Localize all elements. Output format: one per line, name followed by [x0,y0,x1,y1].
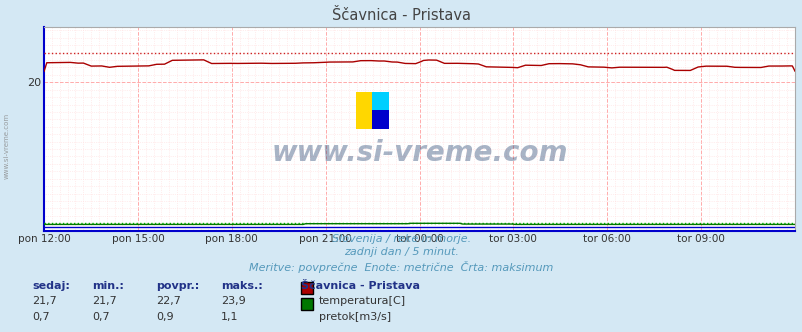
Text: 1,1: 1,1 [221,312,238,322]
Text: Ščavnica - Pristava: Ščavnica - Pristava [331,8,471,23]
Text: zadnji dan / 5 minut.: zadnji dan / 5 minut. [343,247,459,257]
FancyBboxPatch shape [355,92,372,128]
Text: www.si-vreme.com: www.si-vreme.com [3,113,10,179]
Text: pretok[m3/s]: pretok[m3/s] [318,312,391,322]
Text: 21,7: 21,7 [32,296,57,306]
Text: 23,9: 23,9 [221,296,245,306]
Text: 0,7: 0,7 [92,312,110,322]
FancyBboxPatch shape [372,92,388,110]
Text: Slovenija / reke in morje.: Slovenija / reke in morje. [331,234,471,244]
Text: 0,7: 0,7 [32,312,50,322]
Text: min.:: min.: [92,281,124,290]
Text: 0,9: 0,9 [156,312,174,322]
Text: sedaj:: sedaj: [32,281,70,290]
Text: 21,7: 21,7 [92,296,117,306]
FancyBboxPatch shape [372,110,388,128]
Text: Meritve: povprečne  Enote: metrične  Črta: maksimum: Meritve: povprečne Enote: metrične Črta:… [249,261,553,273]
Text: 22,7: 22,7 [156,296,181,306]
Text: www.si-vreme.com: www.si-vreme.com [271,139,567,167]
Text: Ščavnica - Pristava: Ščavnica - Pristava [301,281,419,290]
Text: temperatura[C]: temperatura[C] [318,296,405,306]
Text: povpr.:: povpr.: [156,281,200,290]
Text: maks.:: maks.: [221,281,262,290]
